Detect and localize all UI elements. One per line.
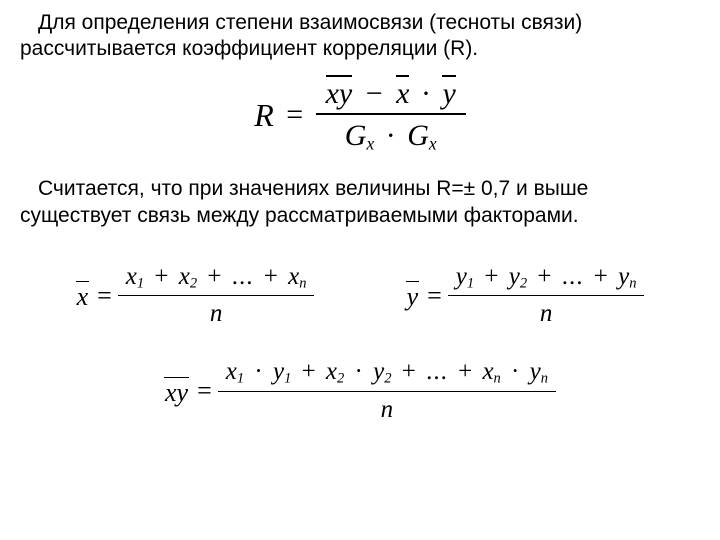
numerator: xy − x · y (316, 77, 466, 111)
numerator: y1 + y2 + ... + yn (448, 263, 645, 296)
equals-sign: = (284, 98, 311, 131)
text: существует связь между рассматриваемыми … (20, 204, 579, 227)
denominator: n (218, 392, 556, 424)
subscript: x (429, 133, 437, 153)
text: рассчитывается коэффициент корреляции (R… (20, 37, 478, 60)
paragraph-threshold: Считается, что при значениях величины R=… (20, 176, 700, 229)
minus-sign: − (360, 77, 389, 110)
equals-sign: = (93, 281, 118, 311)
text: Считается, что при значениях величины R=… (38, 177, 588, 200)
formula-row-mean-xy: xy = x1 · y1 + x2 · y2 + ... + xn · yn (20, 358, 700, 424)
overline-y: y (406, 281, 424, 310)
symbol-g: G (407, 119, 429, 152)
cdot: · (417, 77, 435, 110)
equals-sign: = (423, 281, 448, 311)
denominator: n (118, 296, 315, 328)
denominator: Gx · Gx (316, 115, 466, 155)
fraction: y1 + y2 + ... + yn n (448, 263, 645, 329)
cdot: · (382, 119, 400, 152)
subscript: x (366, 133, 374, 153)
paragraph-correlation-intro: Для определения степени взаимосвязи (тес… (20, 10, 700, 63)
symbol-g: G (345, 119, 367, 152)
denominator: n (448, 296, 645, 328)
fraction: x1 · y1 + x2 · y2 + ... + xn · yn n (218, 358, 556, 424)
overline-y: y (442, 79, 455, 109)
overline-xy: xy (164, 377, 193, 406)
slide: Для определения степени взаимосвязи (тес… (0, 0, 720, 540)
text: Для определения степени взаимосвязи (тес… (38, 11, 582, 34)
fraction: xy − x · y Gx · Gx (316, 77, 466, 155)
formula-mean-xy: xy = x1 · y1 + x2 · y2 + ... + xn · yn (164, 358, 556, 424)
overline-xy: xy (326, 79, 353, 109)
equals-sign: = (193, 376, 218, 406)
numerator: x1 + x2 + ... + xn (118, 263, 315, 296)
overline-x: x (396, 79, 409, 109)
formula-row-means: x = x1 + x2 + ... + xn n y = (20, 263, 700, 329)
numerator: x1 · y1 + x2 · y2 + ... + xn · yn (218, 358, 556, 391)
formula-mean-x: x = x1 + x2 + ... + xn n (76, 263, 315, 329)
symbol-r: R (254, 97, 280, 133)
overline-x: x (76, 281, 94, 310)
fraction: x1 + x2 + ... + xn n (118, 263, 315, 329)
formula-correlation-r: R = xy − x · y Gx · Gx (20, 77, 700, 155)
formula-mean-y: y = y1 + y2 + ... + yn n (406, 263, 645, 329)
